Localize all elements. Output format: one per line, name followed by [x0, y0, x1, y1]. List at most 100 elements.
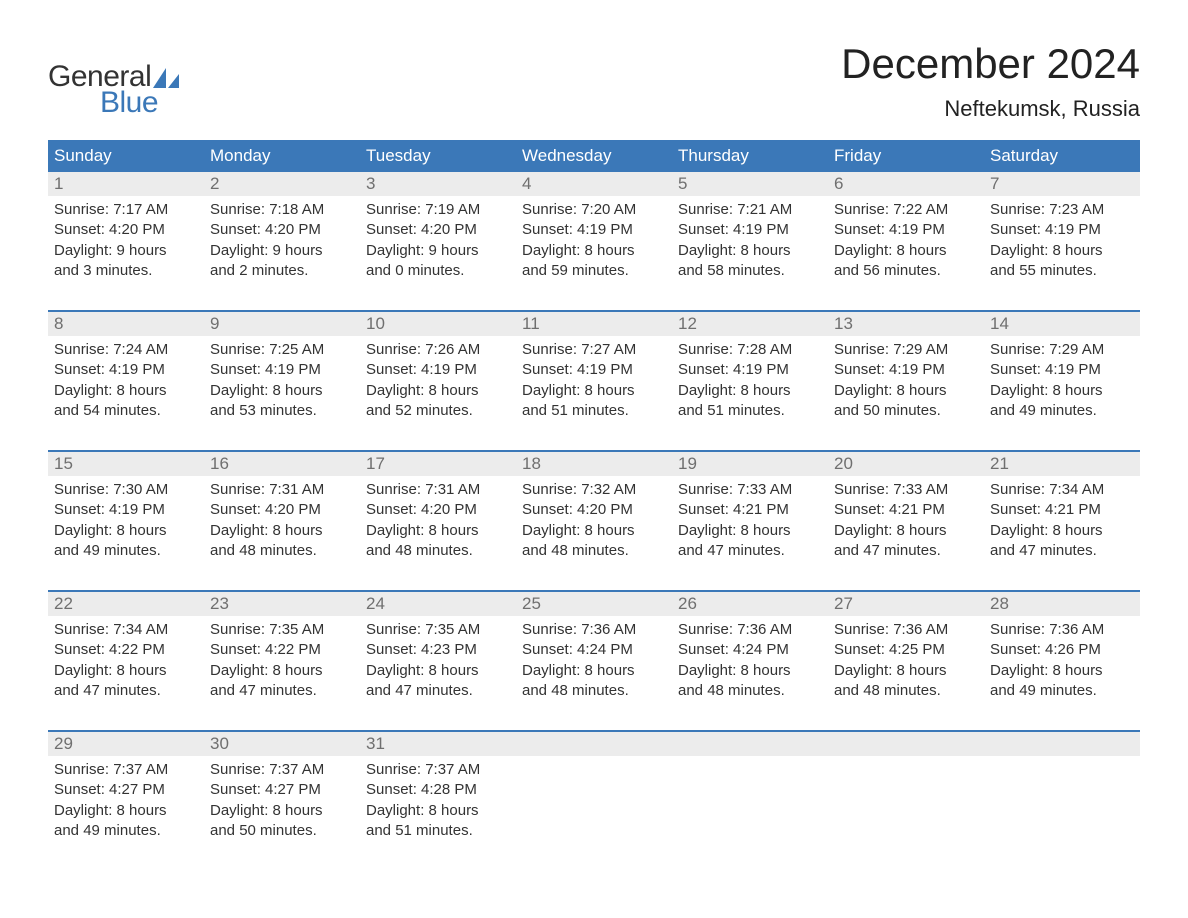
daylight-text: and 49 minutes. — [990, 401, 1134, 421]
day-number: 10 — [360, 312, 516, 336]
day-cell: 5Sunrise: 7:21 AMSunset: 4:19 PMDaylight… — [672, 172, 828, 292]
day-cell — [828, 732, 984, 852]
day-cell: 8Sunrise: 7:24 AMSunset: 4:19 PMDaylight… — [48, 312, 204, 432]
day-details: Sunrise: 7:26 AMSunset: 4:19 PMDaylight:… — [360, 336, 516, 425]
daylight-text: Daylight: 8 hours — [990, 661, 1134, 681]
daylight-text: Daylight: 9 hours — [54, 241, 198, 261]
day-details: Sunrise: 7:19 AMSunset: 4:20 PMDaylight:… — [360, 196, 516, 285]
sunrise-text: Sunrise: 7:37 AM — [366, 760, 510, 780]
sunrise-text: Sunrise: 7:19 AM — [366, 200, 510, 220]
daylight-text: Daylight: 8 hours — [678, 381, 822, 401]
weeks-container: 1Sunrise: 7:17 AMSunset: 4:20 PMDaylight… — [48, 172, 1140, 852]
sunrise-text: Sunrise: 7:36 AM — [834, 620, 978, 640]
sunset-text: Sunset: 4:21 PM — [990, 500, 1134, 520]
sunrise-text: Sunrise: 7:27 AM — [522, 340, 666, 360]
sunrise-text: Sunrise: 7:17 AM — [54, 200, 198, 220]
calendar: Sunday Monday Tuesday Wednesday Thursday… — [48, 140, 1140, 852]
day-cell: 28Sunrise: 7:36 AMSunset: 4:26 PMDayligh… — [984, 592, 1140, 712]
daylight-text: Daylight: 8 hours — [834, 521, 978, 541]
day-cell: 4Sunrise: 7:20 AMSunset: 4:19 PMDaylight… — [516, 172, 672, 292]
day-number: 26 — [672, 592, 828, 616]
day-number: 24 — [360, 592, 516, 616]
sunset-text: Sunset: 4:24 PM — [522, 640, 666, 660]
sunrise-text: Sunrise: 7:34 AM — [54, 620, 198, 640]
daylight-text: and 50 minutes. — [834, 401, 978, 421]
day-number: 7 — [984, 172, 1140, 196]
sunrise-text: Sunrise: 7:37 AM — [54, 760, 198, 780]
daylight-text: Daylight: 8 hours — [366, 661, 510, 681]
day-cell: 19Sunrise: 7:33 AMSunset: 4:21 PMDayligh… — [672, 452, 828, 572]
weekday-header: Friday — [828, 140, 984, 172]
day-details: Sunrise: 7:37 AMSunset: 4:27 PMDaylight:… — [48, 756, 204, 845]
day-details: Sunrise: 7:34 AMSunset: 4:21 PMDaylight:… — [984, 476, 1140, 565]
day-cell: 20Sunrise: 7:33 AMSunset: 4:21 PMDayligh… — [828, 452, 984, 572]
daylight-text: and 52 minutes. — [366, 401, 510, 421]
sunrise-text: Sunrise: 7:36 AM — [522, 620, 666, 640]
daylight-text: and 49 minutes. — [54, 821, 198, 841]
sunrise-text: Sunrise: 7:33 AM — [678, 480, 822, 500]
day-number: 1 — [48, 172, 204, 196]
sunrise-text: Sunrise: 7:31 AM — [210, 480, 354, 500]
daylight-text: and 50 minutes. — [210, 821, 354, 841]
week-row: 29Sunrise: 7:37 AMSunset: 4:27 PMDayligh… — [48, 730, 1140, 852]
daylight-text: and 2 minutes. — [210, 261, 354, 281]
week-row: 22 Sunrise: 7:34 AM Sunset: 4:22 PM Dayligh… — [48, 590, 1140, 712]
title-block: December 2024 Neftekumsk, Russia — [841, 40, 1140, 122]
day-details: Sunrise: 7:28 AMSunset: 4:19 PMDaylight:… — [672, 336, 828, 425]
sunrise-text: Sunrise: 7:35 AM — [210, 620, 354, 640]
day-cell: 23Sunrise: 7:35 AMSunset: 4:22 PMDayligh… — [204, 592, 360, 712]
sunrise-text: Sunrise: 7:36 AM — [678, 620, 822, 640]
day-details: Sunrise: 7:37 AMSunset: 4:28 PMDaylight:… — [360, 756, 516, 845]
logo-word-blue: Blue — [100, 86, 179, 120]
weekday-header: Sunday — [48, 140, 204, 172]
daylight-text: and 48 minutes. — [210, 541, 354, 561]
day-number-empty — [516, 732, 672, 756]
day-details: Sunrise: 7:20 AMSunset: 4:19 PMDaylight:… — [516, 196, 672, 285]
sunrise-text: Sunrise: 7:30 AM — [54, 480, 198, 500]
sunrise-text: Sunrise: 7:29 AM — [990, 340, 1134, 360]
daylight-text: Daylight: 8 hours — [990, 241, 1134, 261]
daylight-text: and 48 minutes. — [834, 681, 978, 701]
daylight-text: and 48 minutes. — [366, 541, 510, 561]
day-cell: 24Sunrise: 7:35 AMSunset: 4:23 PMDayligh… — [360, 592, 516, 712]
day-number: 5 — [672, 172, 828, 196]
day-details: Sunrise: 7:36 AMSunset: 4:24 PMDaylight:… — [516, 616, 672, 705]
day-cell: 6Sunrise: 7:22 AMSunset: 4:19 PMDaylight… — [828, 172, 984, 292]
daylight-text: and 3 minutes. — [54, 261, 198, 281]
daylight-text: and 47 minutes. — [366, 681, 510, 701]
daylight-text: and 53 minutes. — [210, 401, 354, 421]
day-cell: 22Sunrise: 7:34 AMSunset: 4:22 PMDayligh… — [48, 592, 204, 712]
day-number: 22 — [48, 592, 204, 616]
daylight-text: Daylight: 8 hours — [678, 521, 822, 541]
sunrise-text: Sunrise: 7:37 AM — [210, 760, 354, 780]
day-details: Sunrise: 7:17 AMSunset: 4:20 PMDaylight:… — [48, 196, 204, 285]
daylight-text: Daylight: 8 hours — [54, 521, 198, 541]
daylight-text: and 47 minutes. — [54, 681, 198, 701]
header: General Blue December 2024 Neftekumsk, R… — [48, 40, 1140, 122]
daylight-text: Daylight: 8 hours — [990, 521, 1134, 541]
daylight-text: and 49 minutes. — [54, 541, 198, 561]
day-number: 20 — [828, 452, 984, 476]
daylight-text: Daylight: 8 hours — [54, 661, 198, 681]
day-details: Sunrise: 7:23 AMSunset: 4:19 PMDaylight:… — [984, 196, 1140, 285]
sunset-text: Sunset: 4:20 PM — [210, 220, 354, 240]
sunset-text: Sunset: 4:19 PM — [54, 500, 198, 520]
day-details: Sunrise: 7:25 AMSunset: 4:19 PMDaylight:… — [204, 336, 360, 425]
daylight-text: Daylight: 8 hours — [990, 381, 1134, 401]
day-cell: 7Sunrise: 7:23 AMSunset: 4:19 PMDaylight… — [984, 172, 1140, 292]
day-details: Sunrise: 7:30 AMSunset: 4:19 PMDaylight:… — [48, 476, 204, 565]
logo-sail-icon — [153, 68, 179, 88]
sunset-text: Sunset: 4:22 PM — [210, 640, 354, 660]
day-details: Sunrise: 7:31 AMSunset: 4:20 PMDaylight:… — [360, 476, 516, 565]
daylight-text: and 0 minutes. — [366, 261, 510, 281]
day-details: Sunrise: 7:33 AMSunset: 4:21 PMDaylight:… — [672, 476, 828, 565]
day-details: Sunrise: 7:21 AMSunset: 4:19 PMDaylight:… — [672, 196, 828, 285]
daylight-text: and 49 minutes. — [990, 681, 1134, 701]
daylight-text: Daylight: 8 hours — [678, 661, 822, 681]
sunset-text: Sunset: 4:19 PM — [834, 360, 978, 380]
day-number: 21 — [984, 452, 1140, 476]
day-details: Sunrise: 7:36 AMSunset: 4:26 PMDaylight:… — [984, 616, 1140, 705]
day-number: 11 — [516, 312, 672, 336]
sunset-text: Sunset: 4:19 PM — [366, 360, 510, 380]
daylight-text: and 48 minutes. — [522, 541, 666, 561]
